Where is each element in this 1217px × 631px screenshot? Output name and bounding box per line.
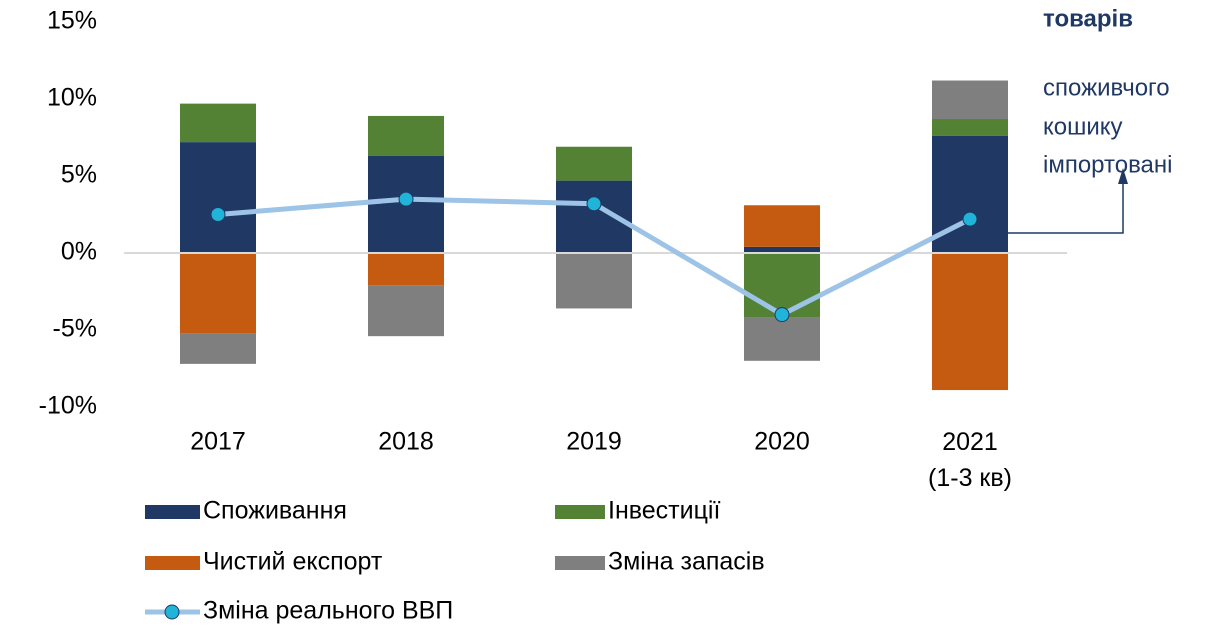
bar: [180, 253, 256, 334]
annotation: товарів споживчого кошику імпортовані: [1008, 5, 1172, 234]
y-tick-label: 0%: [61, 238, 97, 266]
legend-swatch: [145, 556, 200, 570]
bar: [180, 103, 256, 143]
bar: [368, 253, 444, 286]
annotation-line: імпортовані: [1043, 151, 1172, 178]
legend-marker: [164, 604, 180, 620]
bar: [932, 80, 1008, 120]
x-tick-label: 2019: [566, 428, 622, 456]
bar: [744, 317, 820, 361]
x-tick-line: 2021: [942, 428, 998, 456]
y-tick-label: 10%: [47, 84, 97, 112]
bar: [932, 253, 1008, 391]
annotation-bold: товарів: [1043, 5, 1133, 32]
legend-label: Зміна запасів: [608, 548, 765, 576]
bar: [744, 205, 820, 247]
legend-swatch: [555, 505, 605, 519]
x-tick-label: 2018: [378, 428, 434, 456]
bar: [744, 253, 820, 318]
gdp-marker: [774, 307, 790, 323]
gdp-marker: [210, 207, 226, 222]
bar: [556, 253, 632, 309]
bar: [368, 285, 444, 337]
arrow-head: [1118, 168, 1128, 184]
annotation-line: споживчого: [1043, 74, 1170, 101]
x-tick-label: 2021 (1-3 кв): [928, 428, 1012, 492]
legend-label: Інвестиції: [608, 497, 720, 525]
x-tick-label: 2020: [754, 428, 810, 456]
y-tick-label: -10%: [39, 392, 97, 420]
legend-swatch: [145, 505, 200, 519]
y-tick-label: -5%: [53, 315, 97, 343]
legend-swatch: [555, 556, 605, 570]
legend-label: Споживання: [203, 497, 347, 525]
legend-label: Чистий експорт: [203, 548, 383, 576]
gdp-marker: [962, 211, 978, 227]
annotation-line: кошику: [1043, 113, 1123, 140]
gdp-marker: [398, 191, 414, 207]
bar: [180, 333, 256, 364]
x-tick-line: (1-3 кв): [928, 464, 1012, 492]
y-tick-label: 15%: [47, 7, 97, 35]
legend-label: Зміна реального ВВП: [203, 597, 453, 625]
bar: [932, 135, 1008, 253]
annotation-arrow: [1008, 182, 1124, 234]
y-tick-label: 5%: [61, 161, 97, 189]
gdp-marker: [586, 196, 602, 212]
bar: [180, 142, 256, 253]
x-tick-label: 2017: [190, 428, 246, 456]
bar: [932, 119, 1008, 136]
bar: [744, 246, 820, 253]
bar: [556, 146, 632, 181]
bar: [368, 115, 444, 156]
